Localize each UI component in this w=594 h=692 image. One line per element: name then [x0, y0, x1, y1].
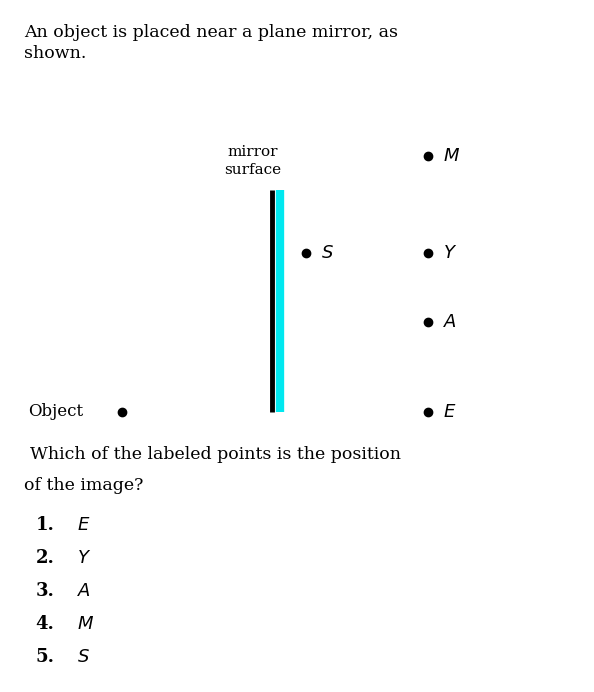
Text: mirror
surface: mirror surface	[224, 145, 281, 176]
Text: $Y$: $Y$	[77, 549, 91, 567]
Text: 1.: 1.	[36, 516, 55, 534]
Text: of the image?: of the image?	[24, 477, 143, 495]
Text: Object: Object	[28, 403, 83, 420]
Text: 3.: 3.	[36, 582, 55, 600]
Text: $A$: $A$	[443, 313, 457, 331]
Text: $M$: $M$	[77, 615, 94, 633]
Text: An object is placed near a plane mirror, as: An object is placed near a plane mirror,…	[24, 24, 398, 42]
Text: Which of the labeled points is the position: Which of the labeled points is the posit…	[30, 446, 401, 464]
Text: shown.: shown.	[24, 45, 86, 62]
Text: 2.: 2.	[36, 549, 55, 567]
Text: $S$: $S$	[77, 648, 90, 666]
Text: $A$: $A$	[77, 582, 91, 600]
Text: 4.: 4.	[36, 615, 55, 633]
Text: $E$: $E$	[443, 403, 456, 421]
Text: $E$: $E$	[77, 516, 90, 534]
Text: $S$: $S$	[321, 244, 334, 262]
Text: 5.: 5.	[36, 648, 55, 666]
Text: $Y$: $Y$	[443, 244, 457, 262]
Text: $M$: $M$	[443, 147, 460, 165]
